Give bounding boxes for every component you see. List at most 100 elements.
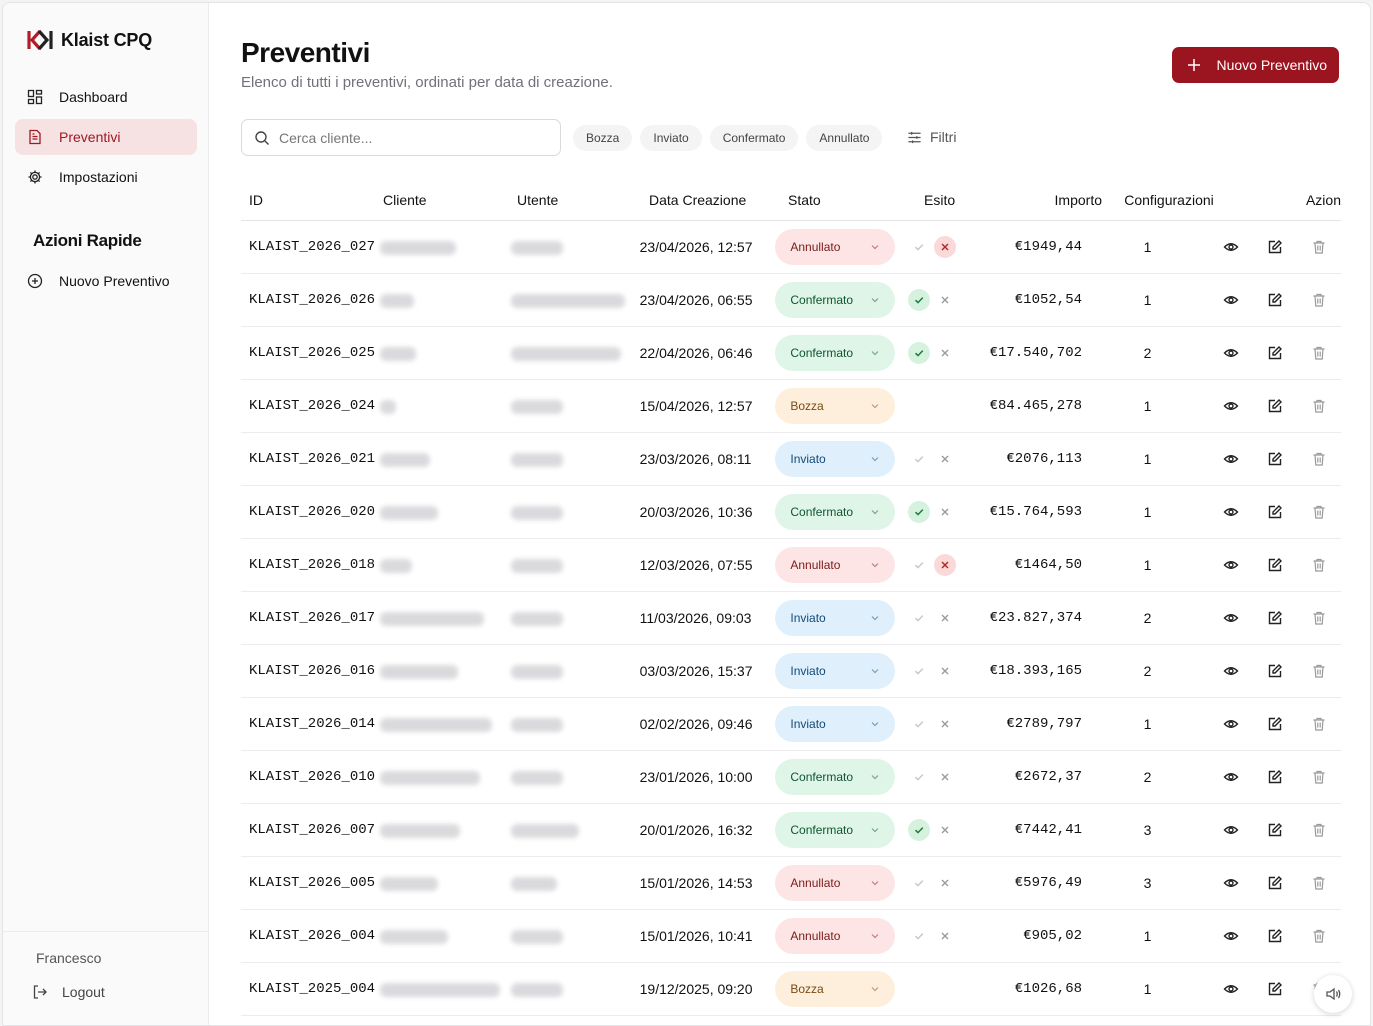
view-button[interactable] [1209, 545, 1253, 585]
approve-button[interactable] [908, 660, 930, 682]
edit-button[interactable] [1253, 386, 1297, 426]
quick-new-quote[interactable]: Nuovo Preventivo [15, 263, 197, 299]
quote-id[interactable]: KLAIST_2026_024 [249, 398, 376, 414]
sidebar-item-preventivi[interactable]: Preventivi [15, 119, 197, 155]
logout-button[interactable]: Logout [32, 984, 208, 1000]
quote-id[interactable]: KLAIST_2026_005 [249, 875, 376, 891]
status-select[interactable]: Bozza [775, 971, 896, 1007]
status-select[interactable]: Inviato [775, 706, 896, 742]
quote-id[interactable]: KLAIST_2026_010 [249, 769, 376, 785]
status-select[interactable]: Annullato [775, 547, 896, 583]
delete-button[interactable] [1297, 810, 1341, 850]
edit-button[interactable] [1253, 969, 1297, 1009]
search-input[interactable] [279, 129, 539, 146]
chip-annullato[interactable]: Annullato [806, 125, 883, 151]
view-button[interactable] [1209, 386, 1253, 426]
table-row[interactable]: KLAIST_2026_005 15/01/2026, 14:53 Annullat… [241, 857, 1341, 910]
delete-button[interactable] [1297, 916, 1341, 956]
reject-button[interactable] [934, 501, 956, 523]
reject-button[interactable] [934, 236, 957, 258]
table-row[interactable]: KLAIST_2026_014 02/02/2026, 09:46 Inviato €… [241, 698, 1341, 751]
edit-button[interactable] [1253, 810, 1297, 850]
chip-bozza[interactable]: Bozza [573, 125, 633, 151]
reject-button[interactable] [934, 289, 956, 311]
approve-button[interactable] [908, 819, 931, 841]
col-data[interactable]: Data Creazione [649, 191, 747, 208]
brand[interactable]: Klaist CPQ [27, 29, 152, 51]
view-button[interactable] [1209, 439, 1253, 479]
delete-button[interactable] [1297, 280, 1341, 320]
accessibility-button[interactable] [1314, 975, 1352, 1013]
reject-button[interactable] [934, 342, 956, 364]
quote-id[interactable]: KLAIST_2026_018 [249, 557, 376, 573]
quote-id[interactable]: KLAIST_2026_007 [249, 822, 376, 838]
reject-button[interactable] [934, 448, 956, 470]
chip-confermato[interactable]: Confermato [709, 125, 799, 151]
approve-button[interactable] [908, 448, 930, 470]
edit-button[interactable] [1253, 439, 1297, 479]
delete-button[interactable] [1297, 651, 1341, 691]
delete-button[interactable] [1297, 757, 1341, 797]
search-box[interactable] [241, 119, 561, 156]
view-button[interactable] [1209, 227, 1253, 267]
quote-id[interactable]: KLAIST_2026_021 [249, 451, 376, 467]
reject-button[interactable] [934, 925, 956, 947]
approve-button[interactable] [908, 925, 930, 947]
table-row[interactable]: KLAIST_2026_016 03/03/2026, 15:37 Inviato €… [241, 645, 1341, 698]
edit-button[interactable] [1253, 916, 1297, 956]
delete-button[interactable] [1297, 439, 1341, 479]
approve-button[interactable] [908, 766, 930, 788]
filters-button[interactable]: Filtri [907, 129, 956, 145]
col-id[interactable]: ID [249, 191, 263, 208]
reject-button[interactable] [934, 607, 956, 629]
approve-button[interactable] [908, 289, 931, 311]
edit-button[interactable] [1253, 863, 1297, 903]
table-row[interactable]: KLAIST_2026_026 23/04/2026, 06:55 Conferma… [241, 274, 1341, 327]
approve-button[interactable] [908, 501, 931, 523]
edit-button[interactable] [1253, 598, 1297, 638]
reject-button[interactable] [934, 713, 956, 735]
delete-button[interactable] [1297, 492, 1341, 532]
status-select[interactable]: Confermato [775, 759, 896, 795]
view-button[interactable] [1209, 333, 1253, 373]
approve-button[interactable] [908, 713, 930, 735]
table-row[interactable]: KLAIST_2026_020 20/03/2026, 10:36 Conferma… [241, 486, 1341, 539]
table-row[interactable]: KLAIST_2026_025 22/04/2026, 06:46 Conferma… [241, 327, 1341, 380]
view-button[interactable] [1209, 969, 1253, 1009]
quote-id[interactable]: KLAIST_2026_026 [249, 292, 376, 308]
status-select[interactable]: Bozza [775, 388, 896, 424]
delete-button[interactable] [1297, 863, 1341, 903]
delete-button[interactable] [1297, 598, 1341, 638]
table-row[interactable]: KLAIST_2026_024 15/04/2026, 12:57 Bozza €84… [241, 380, 1341, 433]
view-button[interactable] [1209, 757, 1253, 797]
table-row[interactable]: KLAIST_2025_004 19/12/2025, 09:20 Bozza €10… [241, 963, 1341, 1016]
table-row[interactable]: KLAIST_2026_004 15/01/2026, 10:41 Annullat… [241, 910, 1341, 963]
col-configurazioni[interactable]: Configurazioni [1124, 191, 1214, 208]
status-select[interactable]: Confermato [775, 812, 896, 848]
view-button[interactable] [1209, 598, 1253, 638]
approve-button[interactable] [908, 236, 930, 258]
view-button[interactable] [1209, 916, 1253, 956]
table-row[interactable]: KLAIST_2026_027 23/04/2026, 12:57 Annullat… [241, 221, 1341, 274]
col-cliente[interactable]: Cliente [383, 191, 427, 208]
status-select[interactable]: Inviato [775, 600, 896, 636]
quote-id[interactable]: KLAIST_2026_014 [249, 716, 376, 732]
quote-id[interactable]: KLAIST_2026_004 [249, 928, 376, 944]
delete-button[interactable] [1297, 704, 1341, 744]
quote-id[interactable]: KLAIST_2026_025 [249, 345, 376, 361]
quote-id[interactable]: KLAIST_2026_027 [249, 239, 376, 255]
edit-button[interactable] [1253, 651, 1297, 691]
view-button[interactable] [1209, 651, 1253, 691]
edit-button[interactable] [1253, 545, 1297, 585]
table-row[interactable]: KLAIST_2026_010 23/01/2026, 10:00 Conferma… [241, 751, 1341, 804]
status-select[interactable]: Inviato [775, 441, 896, 477]
status-select[interactable]: Annullato [775, 918, 896, 954]
reject-button[interactable] [934, 872, 956, 894]
reject-button[interactable] [934, 819, 956, 841]
quote-id[interactable]: KLAIST_2026_020 [249, 504, 376, 520]
approve-button[interactable] [908, 872, 930, 894]
delete-button[interactable] [1297, 545, 1341, 585]
reject-button[interactable] [934, 766, 956, 788]
sidebar-item-impostazioni[interactable]: Impostazioni [15, 159, 197, 195]
view-button[interactable] [1209, 280, 1253, 320]
